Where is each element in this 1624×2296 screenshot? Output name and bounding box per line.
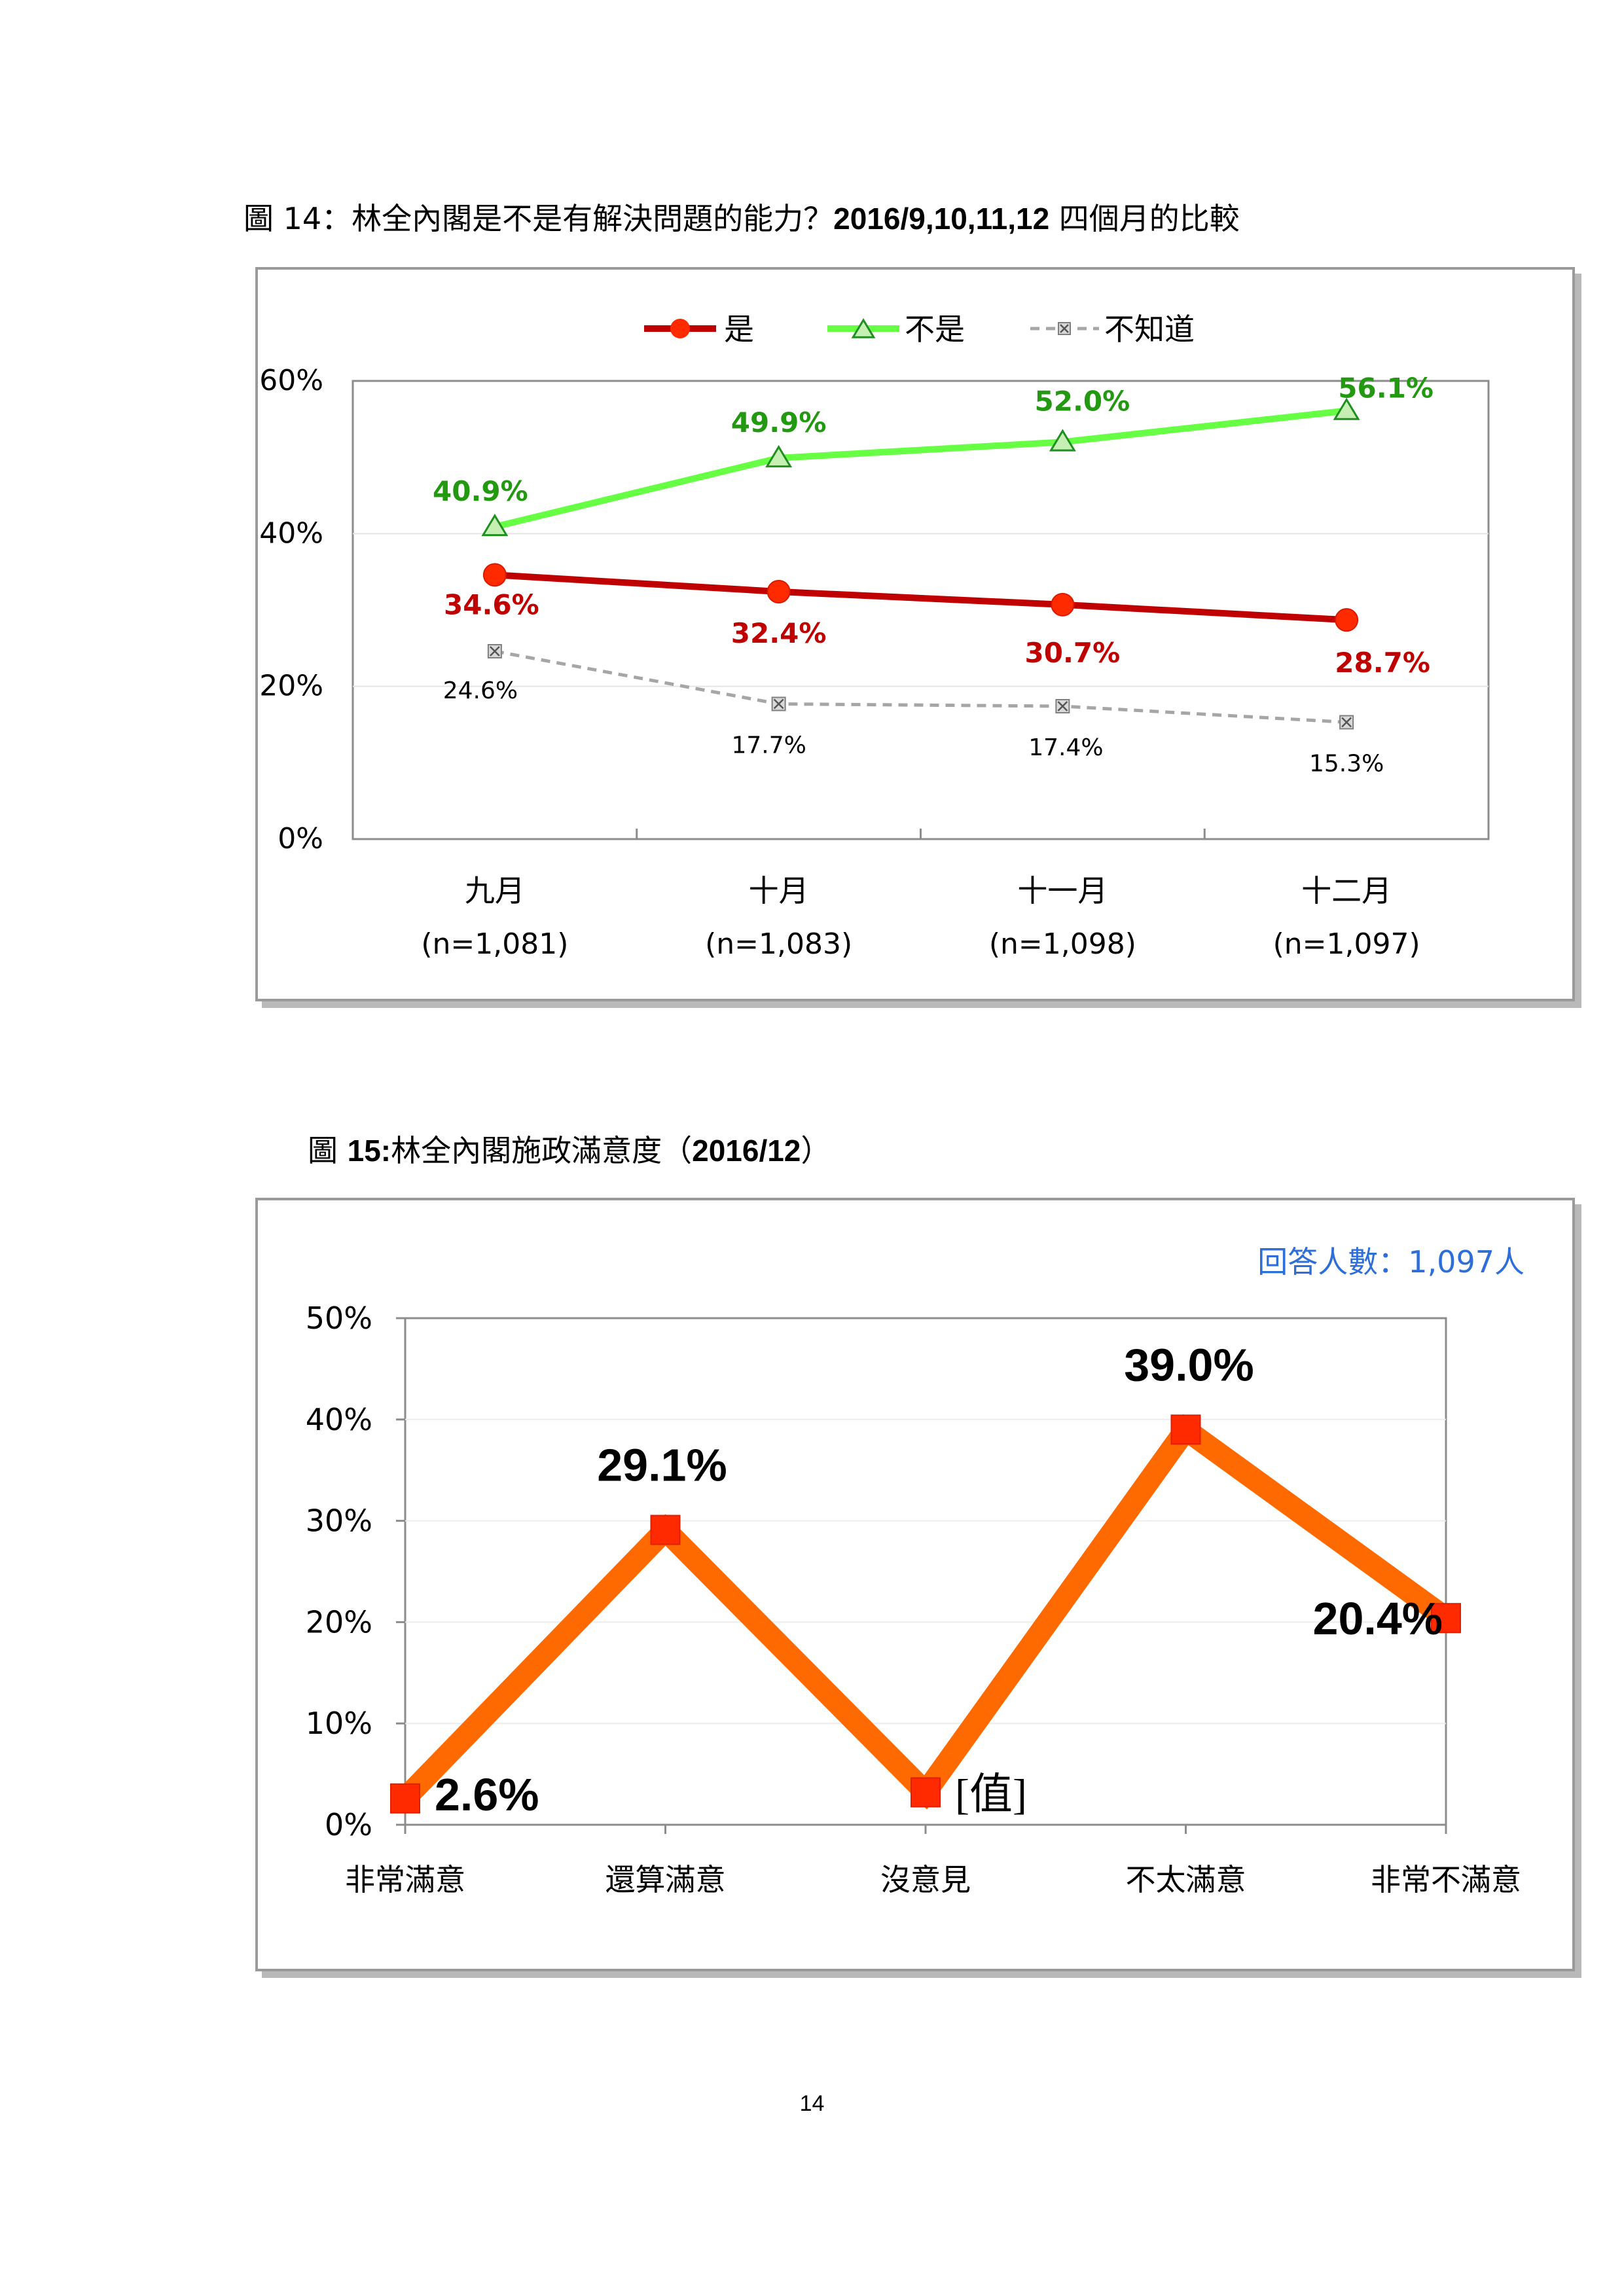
x-sample-size-label: (n=1,098) [989, 927, 1136, 961]
data-point [390, 1783, 420, 1814]
data-label: 2.6% [435, 1769, 539, 1820]
y-tick-label: 40% [306, 1402, 372, 1437]
plot-area [404, 1317, 1447, 1826]
data-point [1170, 1414, 1201, 1445]
x-sample-size-label: (n=1,083) [705, 927, 852, 961]
y-tick-label: 10% [306, 1706, 372, 1741]
legend-marker-是 [670, 319, 690, 338]
data-label: [值] [955, 1770, 1027, 1818]
x-sample-size-label: (n=1,081) [421, 927, 568, 961]
point-是 [1051, 592, 1075, 617]
caption2-number: 15: [347, 1134, 391, 1168]
caption-prefix: 圖 14： [244, 201, 352, 236]
y-tick-label: 0% [325, 1807, 372, 1842]
legend-marker-不知道-cross [1060, 324, 1069, 333]
x-category-label: 非常不滿意 [1371, 1862, 1521, 1897]
data-label-是: 30.7% [1025, 637, 1121, 669]
series-line-是 [494, 571, 1347, 624]
point-不是 [1049, 429, 1076, 452]
plot-area [352, 380, 1490, 840]
point-是 [767, 580, 791, 603]
chart1-frame: 0% 20% 40% 60% 九月 (n=1,081) 十月 (n=1,083) 十一月 (n=1… [255, 267, 1575, 1001]
caption-dates: 2016/9,10,11,12 [833, 202, 1050, 236]
data-label-是: 32.4% [731, 617, 827, 649]
series-line-不是 [494, 407, 1347, 530]
data-point [1431, 1603, 1461, 1634]
respondents-count: 回答人數：1,097人 [1257, 1244, 1525, 1280]
data-label-不是: 40.9% [433, 475, 528, 507]
x-category-label: 沒意見 [880, 1862, 971, 1897]
caption-suffix: 四個月的比較 [1049, 201, 1240, 236]
chart2-caption: 圖 15:林全內閣施政滿意度（2016/12） [308, 1127, 831, 1170]
caption-main: 林全內閣是不是有解決問題的能力？ [352, 201, 834, 236]
data-label-不是: 52.0% [1035, 385, 1130, 417]
series-line-不知道 [494, 649, 1347, 724]
data-label-不知道: 17.7% [731, 732, 806, 759]
data-label-不是: 49.9% [731, 406, 827, 439]
x-category-label: 非常滿意 [345, 1862, 465, 1897]
legend-label-是: 是 [724, 312, 754, 347]
data-label-不知道: 17.4% [1028, 734, 1103, 761]
y-tick-label: 0% [278, 822, 323, 855]
x-category-label: 不太滿意 [1126, 1862, 1246, 1897]
data-label: 29.1% [597, 1440, 727, 1491]
data-label-是: 28.7% [1335, 647, 1430, 679]
data-point [911, 1777, 941, 1808]
x-sample-size-label: (n=1,097) [1273, 927, 1420, 961]
chart1-caption: 圖 14：林全內閣是不是有解決問題的能力？2016/9,10,11,12 四個月… [244, 195, 1240, 238]
caption2-main: 林全內閣施政滿意度（ [391, 1133, 693, 1168]
y-tick-label: 30% [306, 1503, 372, 1539]
data-point [650, 1515, 681, 1545]
data-label: 20.4% [1313, 1593, 1443, 1644]
data-label-不是: 56.1% [1338, 372, 1434, 404]
x-category-label: 十二月 [1301, 873, 1392, 908]
caption2-date: 2016/12 [692, 1134, 801, 1168]
page-number: 14 [799, 2091, 825, 2116]
chart1-svg: 0% 20% 40% 60% 九月 (n=1,081) 十月 (n=1,083) 十一月 (n=1… [259, 312, 1490, 961]
y-tick-label: 60% [259, 364, 323, 397]
data-label-是: 34.6% [444, 588, 539, 620]
point-是 [1335, 608, 1359, 632]
point-不是 [765, 444, 793, 468]
x-category-label: 十一月 [1017, 873, 1108, 908]
point-不知道-cross [1341, 717, 1352, 728]
point-不知道-cross [773, 698, 784, 709]
x-category-label: 十月 [749, 873, 809, 908]
point-不知道-cross [1057, 701, 1068, 711]
y-tick-label: 20% [306, 1604, 372, 1640]
legend-label-不是: 不是 [905, 312, 965, 347]
x-category-label: 九月 [465, 873, 525, 908]
y-tick-label: 40% [259, 516, 323, 550]
point-不是 [481, 513, 509, 537]
point-不是 [1333, 397, 1360, 420]
y-tick-label: 50% [306, 1300, 372, 1336]
chart2-svg: 回答人數：1,097人 0% 10% 20% 30% 40% 50% 非常滿意 還算滿意 沒意見 不… [306, 1244, 1525, 1897]
chart2-frame: 回答人數：1,097人 0% 10% 20% 30% 40% 50% 非常滿意 還算滿意 沒意見 不… [255, 1198, 1575, 1971]
caption2-prefix: 圖 [308, 1133, 348, 1168]
x-category-label: 還算滿意 [605, 1862, 726, 1897]
data-label-不知道: 15.3% [1309, 751, 1384, 778]
legend-label-不知道: 不知道 [1104, 312, 1195, 347]
data-label-不知道: 24.6% [443, 677, 518, 704]
y-tick-label: 20% [259, 670, 323, 703]
point-是 [482, 563, 507, 587]
caption2-end: ） [801, 1133, 831, 1168]
point-不知道-cross [489, 646, 500, 656]
legend-marker-不是 [851, 318, 876, 338]
data-label: 39.0% [1124, 1339, 1254, 1390]
